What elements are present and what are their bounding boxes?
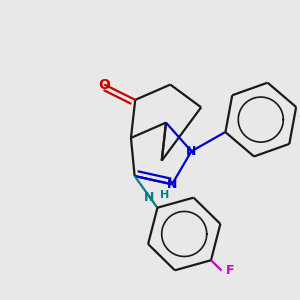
Text: N: N	[144, 191, 154, 204]
Text: H: H	[160, 190, 169, 200]
Text: O: O	[98, 77, 110, 92]
Text: N: N	[167, 178, 177, 191]
Text: N: N	[186, 145, 197, 158]
Text: F: F	[226, 264, 235, 277]
